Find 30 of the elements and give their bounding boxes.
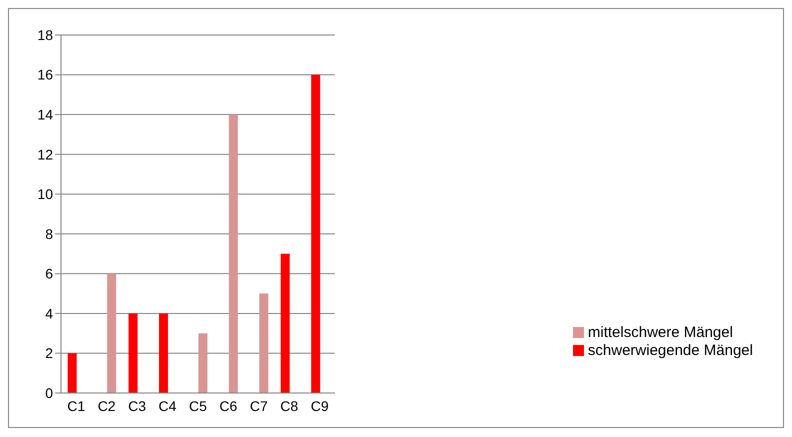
x-tick-label: C3 [128,398,146,414]
y-tick-label: 4 [45,305,54,322]
y-tick-label: 6 [45,266,54,282]
x-tick-label: C5 [188,398,208,414]
bar [259,294,268,393]
bar [280,254,290,393]
legend-label: mittelschwere Mängel [588,324,733,341]
y-tick-label: 14 [37,106,54,123]
y-tick-label: 0 [45,384,54,401]
bar [198,333,208,393]
y-tick-label: 10 [37,186,54,202]
bar [158,313,168,393]
x-tick-label: C1 [67,398,86,414]
y-tick-label: 8 [45,226,54,242]
x-tick-label: C9 [310,398,329,414]
bar [68,353,77,393]
bar [311,74,320,393]
y-tick-label: 18 [37,26,54,43]
bar [228,114,238,393]
bar [107,274,116,393]
bar [128,313,138,393]
x-tick-label: C2 [98,398,116,414]
x-tick-label: C7 [250,398,268,414]
y-tick-label: 16 [37,66,54,83]
legend-label: schwerwiegende Mängel [588,342,753,359]
x-tick-label: C8 [280,398,298,414]
y-tick-label: 12 [37,146,54,162]
x-tick-label: C6 [219,398,238,414]
y-tick-label: 2 [45,345,54,362]
x-tick-label: C4 [158,398,177,414]
